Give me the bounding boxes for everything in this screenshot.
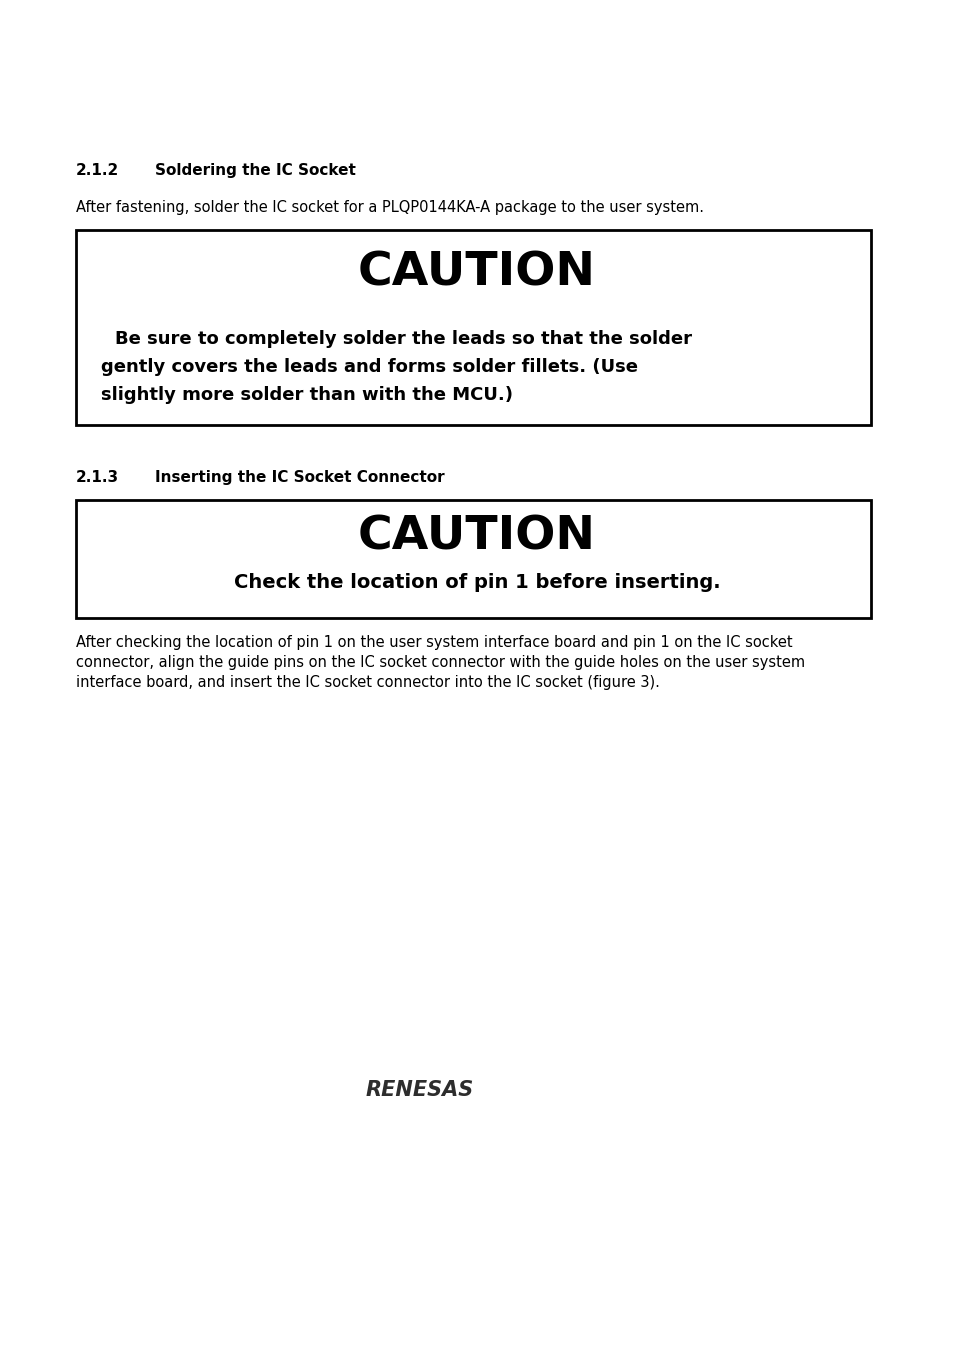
Text: 2.1.3: 2.1.3 bbox=[76, 470, 119, 485]
Text: Check the location of pin 1 before inserting.: Check the location of pin 1 before inser… bbox=[233, 572, 720, 593]
Text: CAUTION: CAUTION bbox=[357, 250, 596, 296]
Text: CAUTION: CAUTION bbox=[357, 514, 596, 560]
Text: slightly more solder than with the MCU.): slightly more solder than with the MCU.) bbox=[101, 386, 513, 404]
Text: 2.1.2: 2.1.2 bbox=[76, 163, 119, 178]
Text: After fastening, solder the IC socket for a PLQP0144KA-A package to the user sys: After fastening, solder the IC socket fo… bbox=[76, 200, 703, 215]
Text: connector, align the guide pins on the IC socket connector with the guide holes : connector, align the guide pins on the I… bbox=[76, 655, 804, 670]
Text: gently covers the leads and forms solder fillets. (Use: gently covers the leads and forms solder… bbox=[101, 358, 638, 377]
FancyBboxPatch shape bbox=[76, 230, 870, 425]
Text: Soldering the IC Socket: Soldering the IC Socket bbox=[154, 163, 355, 178]
Text: RENESAS: RENESAS bbox=[366, 1080, 474, 1100]
FancyBboxPatch shape bbox=[76, 500, 870, 618]
Text: Be sure to completely solder the leads so that the solder: Be sure to completely solder the leads s… bbox=[115, 329, 691, 348]
Text: After checking the location of pin 1 on the user system interface board and pin : After checking the location of pin 1 on … bbox=[76, 634, 792, 649]
Text: Inserting the IC Socket Connector: Inserting the IC Socket Connector bbox=[154, 470, 444, 485]
Text: interface board, and insert the IC socket connector into the IC socket (figure 3: interface board, and insert the IC socke… bbox=[76, 675, 659, 690]
